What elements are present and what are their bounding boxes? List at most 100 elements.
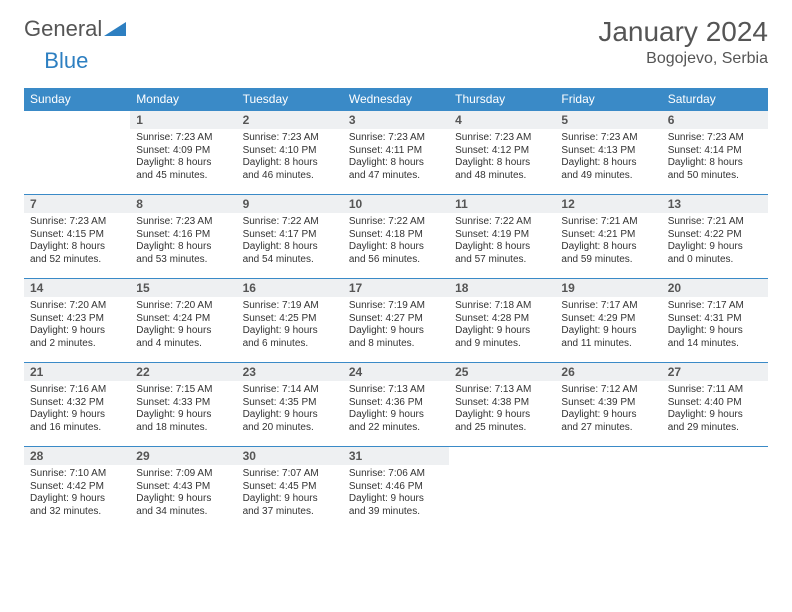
day-cell: 2Sunrise: 7:23 AMSunset: 4:10 PMDaylight…	[237, 111, 343, 195]
day-number: 2	[237, 111, 343, 129]
day-number: 17	[343, 279, 449, 297]
day-cell: 13Sunrise: 7:21 AMSunset: 4:22 PMDayligh…	[662, 195, 768, 279]
day-details: Sunrise: 7:12 AMSunset: 4:39 PMDaylight:…	[555, 381, 661, 438]
day-cell: 5Sunrise: 7:23 AMSunset: 4:13 PMDaylight…	[555, 111, 661, 195]
week-row: 21Sunrise: 7:16 AMSunset: 4:32 PMDayligh…	[24, 363, 768, 447]
day-cell: 16Sunrise: 7:19 AMSunset: 4:25 PMDayligh…	[237, 279, 343, 363]
day-number: 6	[662, 111, 768, 129]
day-details: Sunrise: 7:06 AMSunset: 4:46 PMDaylight:…	[343, 465, 449, 522]
day-cell: 31Sunrise: 7:06 AMSunset: 4:46 PMDayligh…	[343, 447, 449, 531]
day-number: 5	[555, 111, 661, 129]
day-cell: 30Sunrise: 7:07 AMSunset: 4:45 PMDayligh…	[237, 447, 343, 531]
day-cell: 20Sunrise: 7:17 AMSunset: 4:31 PMDayligh…	[662, 279, 768, 363]
day-details: Sunrise: 7:13 AMSunset: 4:38 PMDaylight:…	[449, 381, 555, 438]
day-cell: 1Sunrise: 7:23 AMSunset: 4:09 PMDaylight…	[130, 111, 236, 195]
week-row: 14Sunrise: 7:20 AMSunset: 4:23 PMDayligh…	[24, 279, 768, 363]
day-cell: 12Sunrise: 7:21 AMSunset: 4:21 PMDayligh…	[555, 195, 661, 279]
day-cell: 26Sunrise: 7:12 AMSunset: 4:39 PMDayligh…	[555, 363, 661, 447]
brand-logo: General	[24, 16, 126, 42]
calendar-body: 1Sunrise: 7:23 AMSunset: 4:09 PMDaylight…	[24, 111, 768, 531]
weekday-monday: Monday	[130, 88, 236, 111]
day-number: 1	[130, 111, 236, 129]
month-title: January 2024	[598, 16, 768, 48]
day-details: Sunrise: 7:21 AMSunset: 4:21 PMDaylight:…	[555, 213, 661, 270]
day-cell	[24, 111, 130, 195]
day-details: Sunrise: 7:22 AMSunset: 4:17 PMDaylight:…	[237, 213, 343, 270]
day-details: Sunrise: 7:20 AMSunset: 4:23 PMDaylight:…	[24, 297, 130, 354]
brand-part1: General	[24, 16, 102, 42]
day-cell: 9Sunrise: 7:22 AMSunset: 4:17 PMDaylight…	[237, 195, 343, 279]
day-number: 11	[449, 195, 555, 213]
weekday-friday: Friday	[555, 88, 661, 111]
day-details: Sunrise: 7:22 AMSunset: 4:19 PMDaylight:…	[449, 213, 555, 270]
day-details: Sunrise: 7:23 AMSunset: 4:14 PMDaylight:…	[662, 129, 768, 186]
logo-triangle-icon	[104, 22, 126, 36]
day-number: 3	[343, 111, 449, 129]
day-details: Sunrise: 7:18 AMSunset: 4:28 PMDaylight:…	[449, 297, 555, 354]
day-cell: 29Sunrise: 7:09 AMSunset: 4:43 PMDayligh…	[130, 447, 236, 531]
day-details: Sunrise: 7:10 AMSunset: 4:42 PMDaylight:…	[24, 465, 130, 522]
week-row: 7Sunrise: 7:23 AMSunset: 4:15 PMDaylight…	[24, 195, 768, 279]
day-number: 24	[343, 363, 449, 381]
calendar-table: SundayMondayTuesdayWednesdayThursdayFrid…	[24, 88, 768, 531]
calendar-header-row: SundayMondayTuesdayWednesdayThursdayFrid…	[24, 88, 768, 111]
day-number: 26	[555, 363, 661, 381]
calendar-page: General January 2024 Bogojevo, Serbia Ge…	[0, 0, 792, 547]
day-details: Sunrise: 7:23 AMSunset: 4:16 PMDaylight:…	[130, 213, 236, 270]
weekday-tuesday: Tuesday	[237, 88, 343, 111]
day-number: 27	[662, 363, 768, 381]
day-details: Sunrise: 7:23 AMSunset: 4:09 PMDaylight:…	[130, 129, 236, 186]
day-number: 20	[662, 279, 768, 297]
day-number: 13	[662, 195, 768, 213]
day-number: 25	[449, 363, 555, 381]
day-details: Sunrise: 7:11 AMSunset: 4:40 PMDaylight:…	[662, 381, 768, 438]
week-row: 28Sunrise: 7:10 AMSunset: 4:42 PMDayligh…	[24, 447, 768, 531]
day-number: 18	[449, 279, 555, 297]
day-number: 10	[343, 195, 449, 213]
day-cell	[449, 447, 555, 531]
day-details: Sunrise: 7:20 AMSunset: 4:24 PMDaylight:…	[130, 297, 236, 354]
day-number: 30	[237, 447, 343, 465]
day-details: Sunrise: 7:19 AMSunset: 4:27 PMDaylight:…	[343, 297, 449, 354]
day-cell: 7Sunrise: 7:23 AMSunset: 4:15 PMDaylight…	[24, 195, 130, 279]
day-number: 22	[130, 363, 236, 381]
day-cell: 15Sunrise: 7:20 AMSunset: 4:24 PMDayligh…	[130, 279, 236, 363]
day-cell: 10Sunrise: 7:22 AMSunset: 4:18 PMDayligh…	[343, 195, 449, 279]
day-details: Sunrise: 7:15 AMSunset: 4:33 PMDaylight:…	[130, 381, 236, 438]
day-details: Sunrise: 7:07 AMSunset: 4:45 PMDaylight:…	[237, 465, 343, 522]
day-number: 7	[24, 195, 130, 213]
day-details: Sunrise: 7:13 AMSunset: 4:36 PMDaylight:…	[343, 381, 449, 438]
weekday-thursday: Thursday	[449, 88, 555, 111]
day-cell: 27Sunrise: 7:11 AMSunset: 4:40 PMDayligh…	[662, 363, 768, 447]
day-cell	[555, 447, 661, 531]
day-cell: 28Sunrise: 7:10 AMSunset: 4:42 PMDayligh…	[24, 447, 130, 531]
day-details: Sunrise: 7:19 AMSunset: 4:25 PMDaylight:…	[237, 297, 343, 354]
day-cell: 14Sunrise: 7:20 AMSunset: 4:23 PMDayligh…	[24, 279, 130, 363]
day-details: Sunrise: 7:23 AMSunset: 4:13 PMDaylight:…	[555, 129, 661, 186]
day-number: 12	[555, 195, 661, 213]
weekday-sunday: Sunday	[24, 88, 130, 111]
day-cell: 3Sunrise: 7:23 AMSunset: 4:11 PMDaylight…	[343, 111, 449, 195]
day-number: 28	[24, 447, 130, 465]
day-details: Sunrise: 7:09 AMSunset: 4:43 PMDaylight:…	[130, 465, 236, 522]
location-title: Bogojevo, Serbia	[598, 50, 768, 68]
day-cell: 22Sunrise: 7:15 AMSunset: 4:33 PMDayligh…	[130, 363, 236, 447]
day-number: 31	[343, 447, 449, 465]
day-cell: 19Sunrise: 7:17 AMSunset: 4:29 PMDayligh…	[555, 279, 661, 363]
day-number: 15	[130, 279, 236, 297]
day-cell: 23Sunrise: 7:14 AMSunset: 4:35 PMDayligh…	[237, 363, 343, 447]
day-details: Sunrise: 7:14 AMSunset: 4:35 PMDaylight:…	[237, 381, 343, 438]
day-number: 21	[24, 363, 130, 381]
day-cell: 4Sunrise: 7:23 AMSunset: 4:12 PMDaylight…	[449, 111, 555, 195]
day-number: 14	[24, 279, 130, 297]
week-row: 1Sunrise: 7:23 AMSunset: 4:09 PMDaylight…	[24, 111, 768, 195]
day-number: 9	[237, 195, 343, 213]
weekday-wednesday: Wednesday	[343, 88, 449, 111]
day-cell: 25Sunrise: 7:13 AMSunset: 4:38 PMDayligh…	[449, 363, 555, 447]
day-details: Sunrise: 7:21 AMSunset: 4:22 PMDaylight:…	[662, 213, 768, 270]
day-cell: 6Sunrise: 7:23 AMSunset: 4:14 PMDaylight…	[662, 111, 768, 195]
day-cell: 24Sunrise: 7:13 AMSunset: 4:36 PMDayligh…	[343, 363, 449, 447]
day-number: 23	[237, 363, 343, 381]
title-block: January 2024 Bogojevo, Serbia	[598, 16, 768, 68]
day-cell: 8Sunrise: 7:23 AMSunset: 4:16 PMDaylight…	[130, 195, 236, 279]
